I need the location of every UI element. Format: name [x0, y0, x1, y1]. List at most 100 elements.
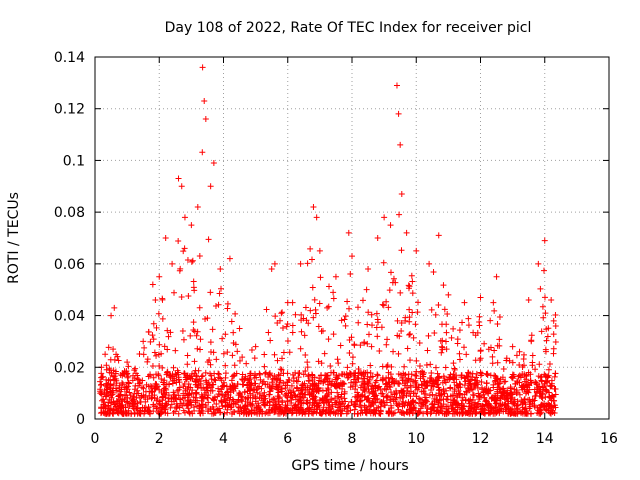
data-point — [122, 404, 129, 411]
data-point — [538, 328, 545, 335]
x-tick-label: 16 — [600, 431, 618, 447]
data-point — [257, 376, 264, 383]
data-point — [310, 393, 317, 400]
data-point — [98, 374, 105, 381]
data-point — [280, 410, 287, 417]
data-point — [347, 407, 354, 414]
data-point — [504, 400, 511, 407]
data-point — [102, 405, 109, 412]
data-point — [535, 260, 542, 267]
data-point — [442, 364, 449, 371]
data-point — [295, 387, 302, 394]
data-point — [159, 296, 166, 303]
data-point — [299, 406, 306, 413]
data-point — [394, 332, 401, 339]
data-point — [516, 362, 523, 369]
data-point — [350, 402, 357, 409]
data-point — [455, 384, 462, 391]
data-point — [468, 400, 475, 407]
data-point — [283, 405, 290, 412]
data-point — [150, 374, 157, 381]
data-point — [477, 355, 484, 362]
data-point — [432, 364, 439, 371]
data-point — [404, 408, 411, 415]
data-point — [221, 382, 228, 389]
data-point — [109, 387, 116, 394]
data-point — [212, 410, 219, 417]
data-point — [315, 384, 322, 391]
data-point — [270, 395, 277, 402]
data-point — [285, 376, 292, 383]
data-point — [380, 393, 387, 400]
data-point — [274, 375, 281, 382]
data-point — [165, 398, 172, 405]
data-point — [199, 403, 206, 410]
data-point — [274, 320, 281, 327]
data-point — [519, 364, 526, 371]
data-point — [346, 305, 353, 312]
data-point — [454, 394, 461, 401]
data-point — [461, 299, 468, 306]
data-point — [222, 403, 229, 410]
data-point — [346, 349, 353, 356]
chart-title: Day 108 of 2022, Rate Of TEC Index for r… — [165, 20, 532, 36]
data-point — [274, 357, 281, 364]
data-point — [158, 409, 165, 416]
data-point — [257, 390, 264, 397]
data-point — [503, 355, 510, 362]
data-point — [543, 388, 550, 395]
data-point — [226, 255, 233, 262]
data-point — [236, 404, 243, 411]
data-point — [110, 381, 117, 388]
data-point — [262, 369, 269, 376]
data-point — [146, 410, 153, 417]
axis-ticks — [94, 56, 610, 420]
data-point — [484, 371, 491, 378]
data-point — [450, 370, 457, 377]
data-point — [184, 402, 191, 409]
data-point — [179, 328, 186, 335]
data-point — [111, 373, 118, 380]
data-point — [305, 372, 312, 379]
data-point — [546, 361, 553, 368]
data-point — [539, 303, 546, 310]
data-point — [283, 390, 290, 397]
data-point — [153, 405, 160, 412]
data-point — [493, 273, 500, 280]
data-point — [228, 402, 235, 409]
data-point — [266, 371, 273, 378]
data-point — [184, 256, 191, 263]
data-point — [221, 410, 228, 417]
data-point — [198, 395, 205, 402]
data-point — [435, 374, 442, 381]
data-point — [402, 314, 409, 321]
data-point — [378, 324, 385, 331]
data-point — [396, 211, 403, 218]
data-point — [149, 332, 156, 339]
data-point — [540, 314, 547, 321]
x-tick-label: 12 — [472, 431, 490, 447]
data-point — [281, 409, 288, 416]
data-point — [233, 370, 240, 377]
data-point — [186, 397, 193, 404]
data-point — [216, 405, 223, 412]
data-point — [525, 297, 532, 304]
data-point — [180, 248, 187, 255]
data-point — [519, 408, 526, 415]
data-point — [410, 334, 417, 341]
data-point — [405, 377, 412, 384]
data-point — [477, 294, 484, 301]
data-point — [202, 377, 209, 384]
data-point — [234, 381, 241, 388]
data-point — [134, 404, 141, 411]
data-point — [517, 374, 524, 381]
data-point — [133, 390, 140, 397]
data-point — [487, 317, 494, 324]
data-point — [266, 391, 273, 398]
data-point — [304, 405, 311, 412]
data-point — [511, 401, 518, 408]
data-point — [265, 329, 272, 336]
data-point — [330, 369, 337, 376]
x-axis-label: GPS time / hours — [291, 458, 408, 474]
data-point — [377, 399, 384, 406]
